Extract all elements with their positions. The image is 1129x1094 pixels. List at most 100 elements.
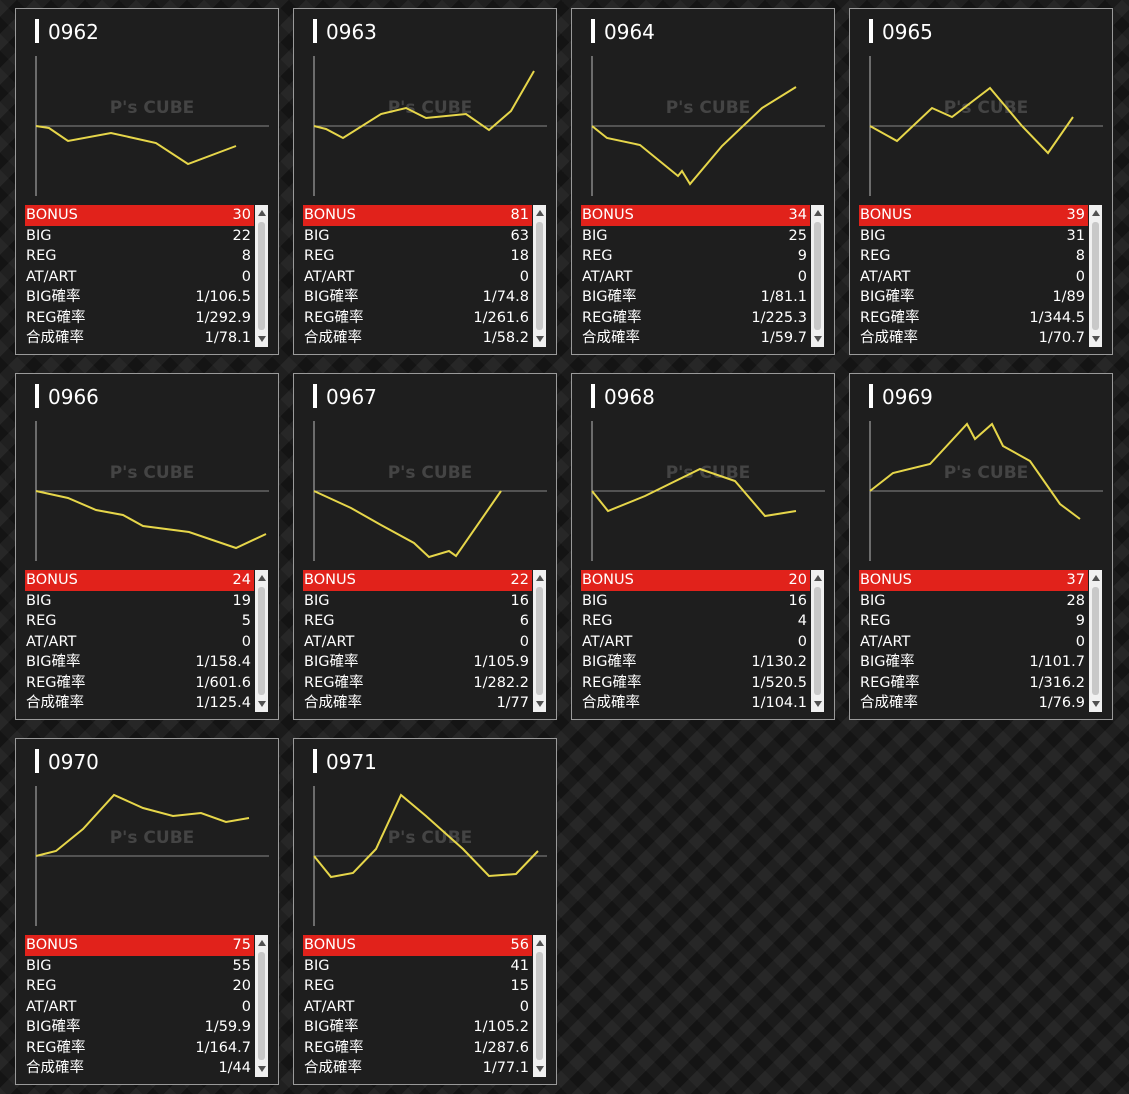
stats-row: REG 15 (303, 976, 532, 997)
stat-label: REG確率 (582, 309, 642, 326)
stat-label: 合成確率 (26, 695, 84, 711)
graph-line (313, 490, 502, 559)
scroll-thumb[interactable] (258, 952, 265, 1060)
watermark: P's CUBE (110, 828, 195, 848)
stat-value: 5 (241, 613, 251, 629)
scroll-up[interactable] (258, 940, 266, 946)
machine-number: 0969 (869, 384, 933, 409)
stat-value: 18 (510, 248, 529, 264)
stat-value: 1/59.9 (204, 1019, 251, 1035)
stats-row: BIG確率 1/106.5 (25, 287, 254, 308)
scrollbar[interactable] (255, 205, 268, 347)
stats-row: BIG確率 1/89 (859, 287, 1088, 308)
scrollbar[interactable] (255, 935, 268, 1077)
stat-label: BIG (26, 227, 52, 244)
scroll-down[interactable] (536, 336, 544, 342)
stats-row: BIG確率 1/130.2 (581, 652, 810, 673)
scroll-up[interactable] (536, 210, 544, 216)
stats-row: BIG 31 (859, 226, 1088, 247)
scroll-up[interactable] (258, 210, 266, 216)
scroll-down[interactable] (536, 1066, 544, 1072)
graph-line (869, 422, 1081, 520)
stat-label: REG (26, 248, 57, 264)
data-card: P's CUBE 0970 BONUS 75 BIG 55 REG 20 AT/ART 0 BIG確… (15, 738, 279, 1085)
scrollbar[interactable] (255, 570, 268, 712)
scroll-up[interactable] (536, 575, 544, 581)
scroll-thumb[interactable] (536, 952, 543, 1060)
scroll-thumb[interactable] (1092, 222, 1099, 330)
scroll-down[interactable] (536, 701, 544, 707)
stat-value: 0 (519, 998, 529, 1015)
stat-label: BIG (860, 592, 886, 609)
scroll-up[interactable] (1092, 575, 1100, 581)
stat-value: 1/520.5 (751, 674, 807, 691)
stats-row: REG確率 1/316.2 (859, 673, 1088, 694)
machine-number: 0968 (591, 384, 655, 409)
stats-table: BONUS 22 BIG 16 REG 6 AT/ART 0 BIG確率 1/105.9 REG確率… (303, 570, 532, 714)
stat-label: 合成確率 (26, 1060, 84, 1076)
scrollbar[interactable] (533, 205, 546, 347)
graph: P's CUBE (313, 421, 547, 561)
data-card: P's CUBE 0966 BONUS 24 BIG 19 REG 5 AT/ART 0 BIG確率… (15, 373, 279, 720)
stat-label: BONUS (304, 207, 356, 223)
scroll-up[interactable] (536, 940, 544, 946)
scrollbar[interactable] (533, 570, 546, 712)
watermark: P's CUBE (110, 98, 195, 118)
stats-table: BONUS 56 BIG 41 REG 15 AT/ART 0 BIG確率 1/105.2 REG確… (303, 935, 532, 1079)
stat-value: 1/282.2 (473, 674, 529, 691)
scroll-thumb[interactable] (258, 222, 265, 330)
scroll-thumb[interactable] (536, 222, 543, 330)
scroll-thumb[interactable] (536, 587, 543, 695)
stat-label: BIG (582, 227, 608, 244)
scroll-thumb[interactable] (814, 587, 821, 695)
scroll-down[interactable] (258, 336, 266, 342)
scrollbar[interactable] (811, 570, 824, 712)
stats-row: AT/ART 0 (581, 632, 810, 653)
scroll-down[interactable] (814, 701, 822, 707)
stat-label: BIG (26, 957, 52, 974)
scroll-down[interactable] (258, 1066, 266, 1072)
stat-value: 8 (241, 248, 251, 264)
stats-table: BONUS 81 BIG 63 REG 18 AT/ART 0 BIG確率 1/74.8 REG確率… (303, 205, 532, 349)
stat-value: 1/106.5 (195, 289, 251, 305)
scrollbar[interactable] (811, 205, 824, 347)
scroll-down[interactable] (814, 336, 822, 342)
stat-value: 56 (510, 937, 529, 953)
stat-value: 1/58.2 (482, 330, 529, 346)
stats-row: 合成確率 1/125.4 (25, 693, 254, 714)
scroll-up[interactable] (1092, 210, 1100, 216)
stat-value: 0 (519, 268, 529, 285)
scrollbar[interactable] (533, 935, 546, 1077)
stats-row: AT/ART 0 (25, 997, 254, 1018)
stat-label: BIG (304, 957, 330, 974)
stat-value: 1/164.7 (195, 1039, 251, 1056)
scroll-down[interactable] (258, 701, 266, 707)
stat-label: BIG確率 (26, 654, 81, 670)
scroll-thumb[interactable] (814, 222, 821, 330)
scroll-up[interactable] (814, 575, 822, 581)
scroll-up[interactable] (258, 575, 266, 581)
scroll-down[interactable] (1092, 701, 1100, 707)
stat-value: 75 (232, 937, 251, 953)
scroll-thumb[interactable] (1092, 587, 1099, 695)
graph-line (313, 70, 535, 140)
stat-label: 合成確率 (582, 330, 640, 346)
scroll-thumb[interactable] (258, 587, 265, 695)
scroll-down[interactable] (1092, 336, 1100, 342)
scrollbar[interactable] (1089, 205, 1102, 347)
stat-label: BIG確率 (26, 1019, 81, 1035)
stat-label: REG (26, 978, 57, 994)
stats-row: BONUS 34 (581, 205, 810, 226)
stats-row: BIG 41 (303, 956, 532, 977)
stat-value: 1/158.4 (195, 654, 251, 670)
stat-value: 1/70.7 (1038, 330, 1085, 346)
stats-table: BONUS 39 BIG 31 REG 8 AT/ART 0 BIG確率 1/89 REG確率 1/3… (859, 205, 1088, 349)
stat-label: AT/ART (304, 633, 355, 650)
stat-label: REG確率 (26, 674, 86, 691)
scrollbar[interactable] (1089, 570, 1102, 712)
stats-row: AT/ART 0 (303, 997, 532, 1018)
stats-row: BONUS 20 (581, 570, 810, 591)
scroll-up[interactable] (814, 210, 822, 216)
stats-row: BONUS 24 (25, 570, 254, 591)
stats-row: AT/ART 0 (25, 632, 254, 653)
